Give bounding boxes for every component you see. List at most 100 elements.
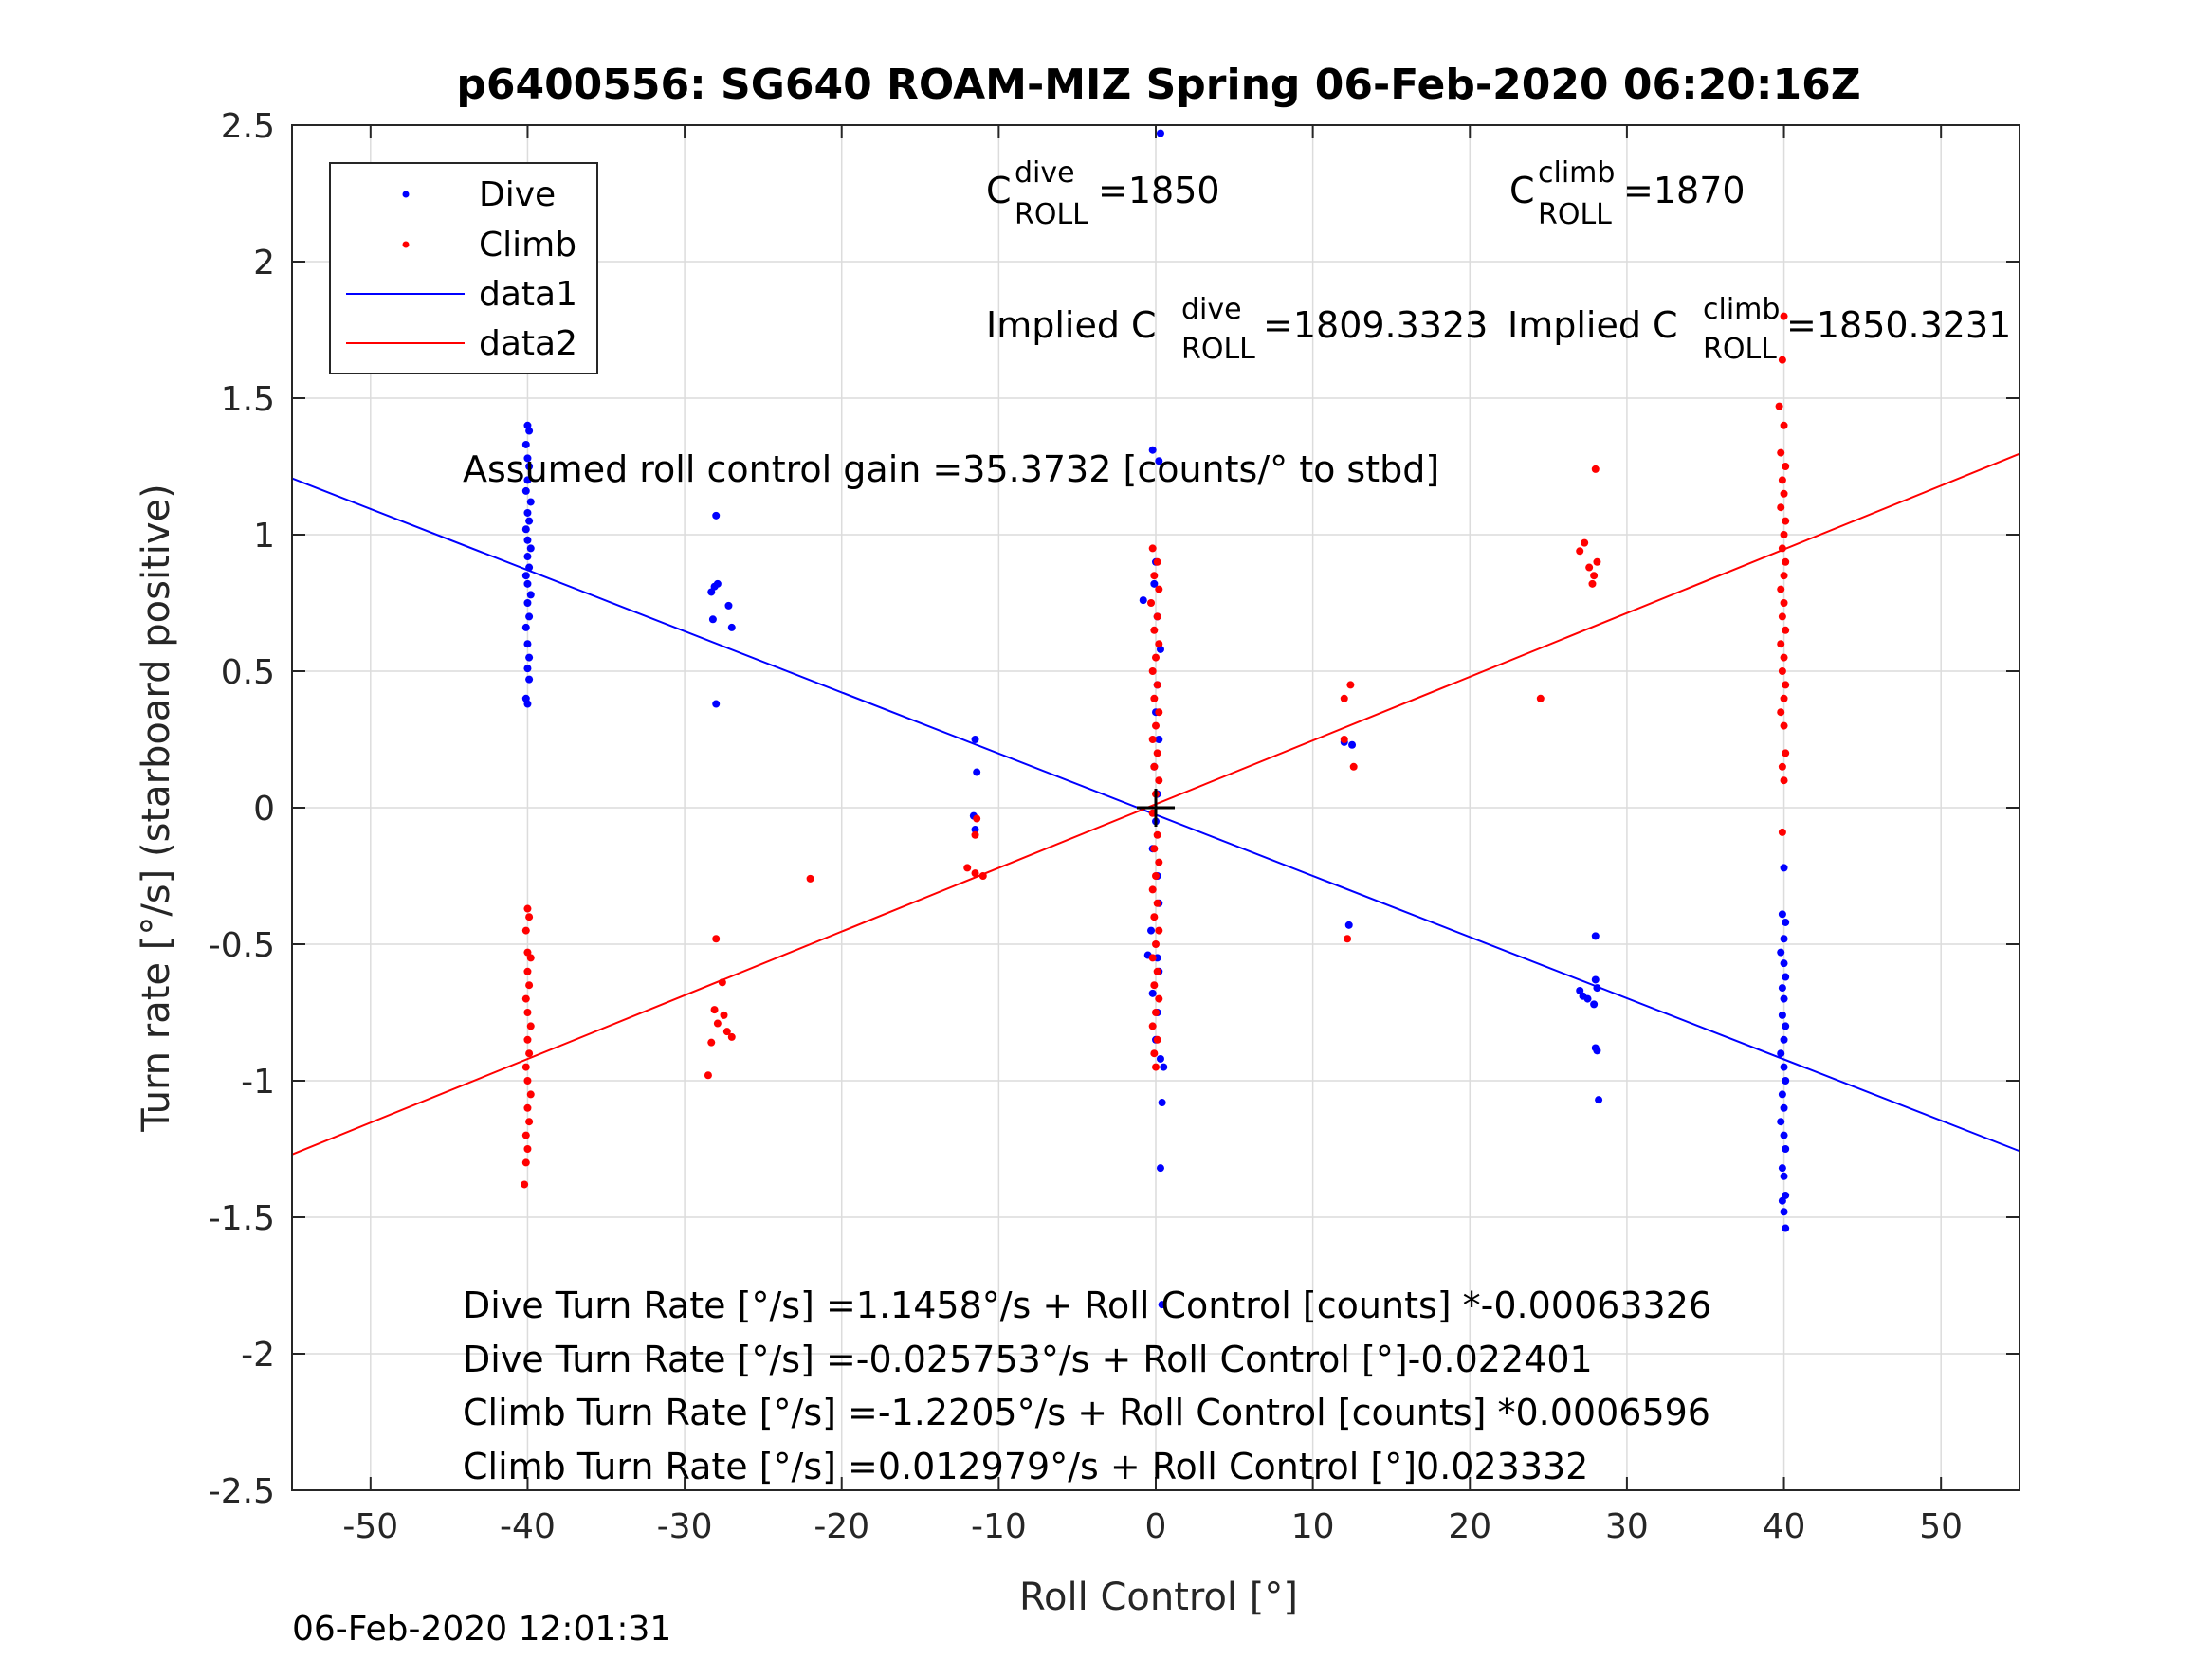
c-roll-climb-sub: ROLL [1538,198,1612,231]
climb-point [525,981,534,990]
climb-point [526,1090,535,1099]
dive-point [521,623,530,631]
x-tick-label: -40 [500,1507,556,1546]
climb-point [1150,694,1159,702]
climb-point [1148,544,1157,553]
climb-point [1344,935,1352,943]
dive-point [1148,989,1157,997]
data-points [521,129,1790,1309]
legend-marker-climb [402,241,410,248]
dive-point [1147,926,1156,935]
climb-point [971,830,979,839]
y-tick-label: -0.5 [209,926,275,965]
climb-point [521,1180,529,1189]
c-roll-climb-sup: climb [1538,156,1615,190]
c-roll-dive-base: C [986,170,1012,211]
climb-point [1155,926,1163,935]
climb-point [1591,465,1600,473]
climb-point [1153,681,1161,689]
x-tick-label: 50 [1919,1507,1963,1546]
dive-point [708,615,717,624]
climb-point [1778,612,1786,621]
dive-point [1778,1090,1786,1099]
dive-point [1778,910,1786,919]
x-tick-label: -30 [657,1507,713,1546]
dive-point [523,553,532,561]
climb-point [1340,736,1348,743]
legend-label-data2: data2 [479,324,577,363]
climb-point [1150,626,1159,634]
climb-point [1153,967,1161,975]
climb-point [718,978,726,987]
climb-point [1782,463,1790,470]
dive-point [1591,932,1600,940]
gain-annotation: Assumed roll control gain =35.3732 [coun… [463,448,1439,490]
dive-point [521,440,530,448]
legend-label-climb: Climb [479,226,576,264]
x-tick-label: -10 [971,1507,1027,1546]
climb-point [963,864,972,872]
implied-c-roll-dive-sub: ROLL [1181,333,1255,366]
climb-point [1585,563,1594,572]
y-axis-label: Turn rate [°/s] (starboard positive) [135,483,178,1133]
dive-point [1780,1172,1788,1180]
climb-point [710,1006,719,1014]
dive-point [1780,1131,1788,1139]
climb-point [1346,681,1355,689]
x-tick-label: 40 [1763,1507,1806,1546]
y-tick-label: 2.5 [221,107,275,146]
dive-point [525,653,534,662]
climb-point [1153,830,1161,839]
climb-point [1152,1009,1160,1016]
dive-point [971,736,979,743]
climb-point [1155,776,1163,785]
dive-point [1780,1208,1788,1216]
dive-point [523,454,532,463]
dive-point [1591,975,1600,984]
series-climb [521,312,1790,1189]
climb-point [1349,762,1358,771]
climb-point [1153,557,1161,566]
climb-point [1150,1049,1159,1058]
dive-point [526,544,535,553]
legend-marker-dive [402,191,410,198]
climb-point [1780,721,1788,730]
climb-point [1778,667,1786,675]
dive-point [1777,948,1785,957]
equation-dive-counts: Dive Turn Rate [°/s] =1.1458°/s + Roll C… [463,1285,1711,1326]
climb-point [1590,572,1599,580]
climb-point [1780,572,1788,580]
dive-point [1595,1096,1603,1104]
dive-point [713,579,722,588]
climb-point [1152,653,1160,662]
dive-point [1780,935,1788,943]
dive-point [1344,921,1353,929]
dive-point [712,511,721,520]
climb-point [1782,749,1790,757]
climb-point [1780,489,1788,498]
center-marker [1137,789,1175,827]
x-axis-label: Roll Control [°] [1019,1576,1298,1619]
climb-point [1152,872,1160,880]
dive-point [1158,1301,1166,1309]
dive-point [727,623,736,631]
dive-point [523,579,532,588]
dive-point [1777,1049,1785,1058]
dive-point [973,768,981,776]
implied-c-roll-climb-sub: ROLL [1703,333,1777,366]
dive-point [525,517,534,525]
dive-point [521,572,530,580]
climb-point [1148,885,1157,894]
dive-point [1782,1022,1790,1030]
dive-point [525,675,534,684]
dive-point [523,665,532,673]
climb-point [1150,845,1159,853]
dive-point [523,508,532,517]
implied-c-roll-dive-value: =1809.3323 [1263,304,1488,346]
timestamp: 06-Feb-2020 12:01:31 [292,1610,671,1649]
climb-point [1778,544,1786,553]
x-tick-label: -20 [814,1507,869,1546]
dive-point [1156,129,1164,137]
climb-point [521,926,530,935]
climb-point [971,869,979,878]
